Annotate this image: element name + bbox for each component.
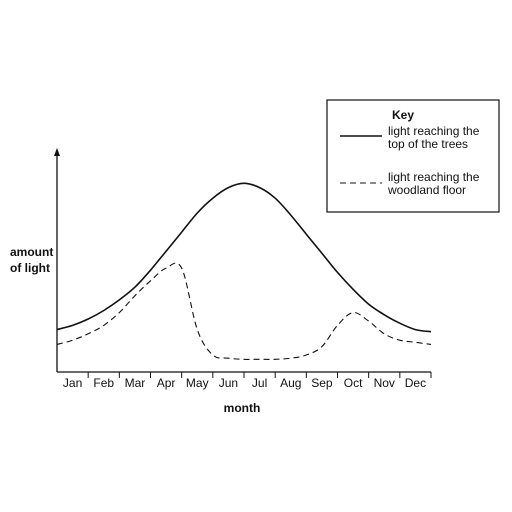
x-tick-label-feb: Feb: [93, 376, 114, 390]
x-tick-label-jun: Jun: [219, 376, 238, 390]
x-tick-label-jan: Jan: [63, 376, 82, 390]
x-axis-tick-labels: Jan Feb Mar Apr May Jun Jul Aug Sep Oct Nov Dec: [63, 376, 426, 390]
legend-label-woodland-floor: light reaching the woodland floor: [387, 170, 483, 197]
x-tick-label-oct: Oct: [344, 376, 363, 390]
x-tick-label-sep: Sep: [311, 376, 333, 390]
x-axis-ticks: [87, 372, 432, 378]
series-line-top-of-trees: [56, 182, 432, 333]
y-axis-title-line-1: amount: [10, 245, 53, 259]
series-line-woodland-floor: [56, 262, 432, 360]
legend: Key light reaching the top of the trees …: [326, 99, 500, 213]
x-axis-title: month: [224, 401, 261, 415]
x-tick-label-nov: Nov: [374, 376, 395, 390]
x-tick-label-mar: Mar: [125, 376, 146, 390]
x-tick-label-dec: Dec: [405, 376, 426, 390]
legend-box: [326, 99, 500, 213]
legend-label-top-of-trees: light reaching the top of the trees: [388, 124, 483, 151]
y-axis-title-line-2: of light: [10, 261, 50, 275]
x-tick-label-apr: Apr: [157, 376, 176, 390]
y-axis-title: amount of light: [10, 245, 57, 275]
x-tick-label-aug: Aug: [280, 376, 301, 390]
x-tick-label-jul: Jul: [252, 376, 267, 390]
x-tick-label-may: May: [186, 376, 209, 390]
y-axis-arrow: [54, 148, 60, 156]
legend-title: Key: [392, 108, 414, 122]
